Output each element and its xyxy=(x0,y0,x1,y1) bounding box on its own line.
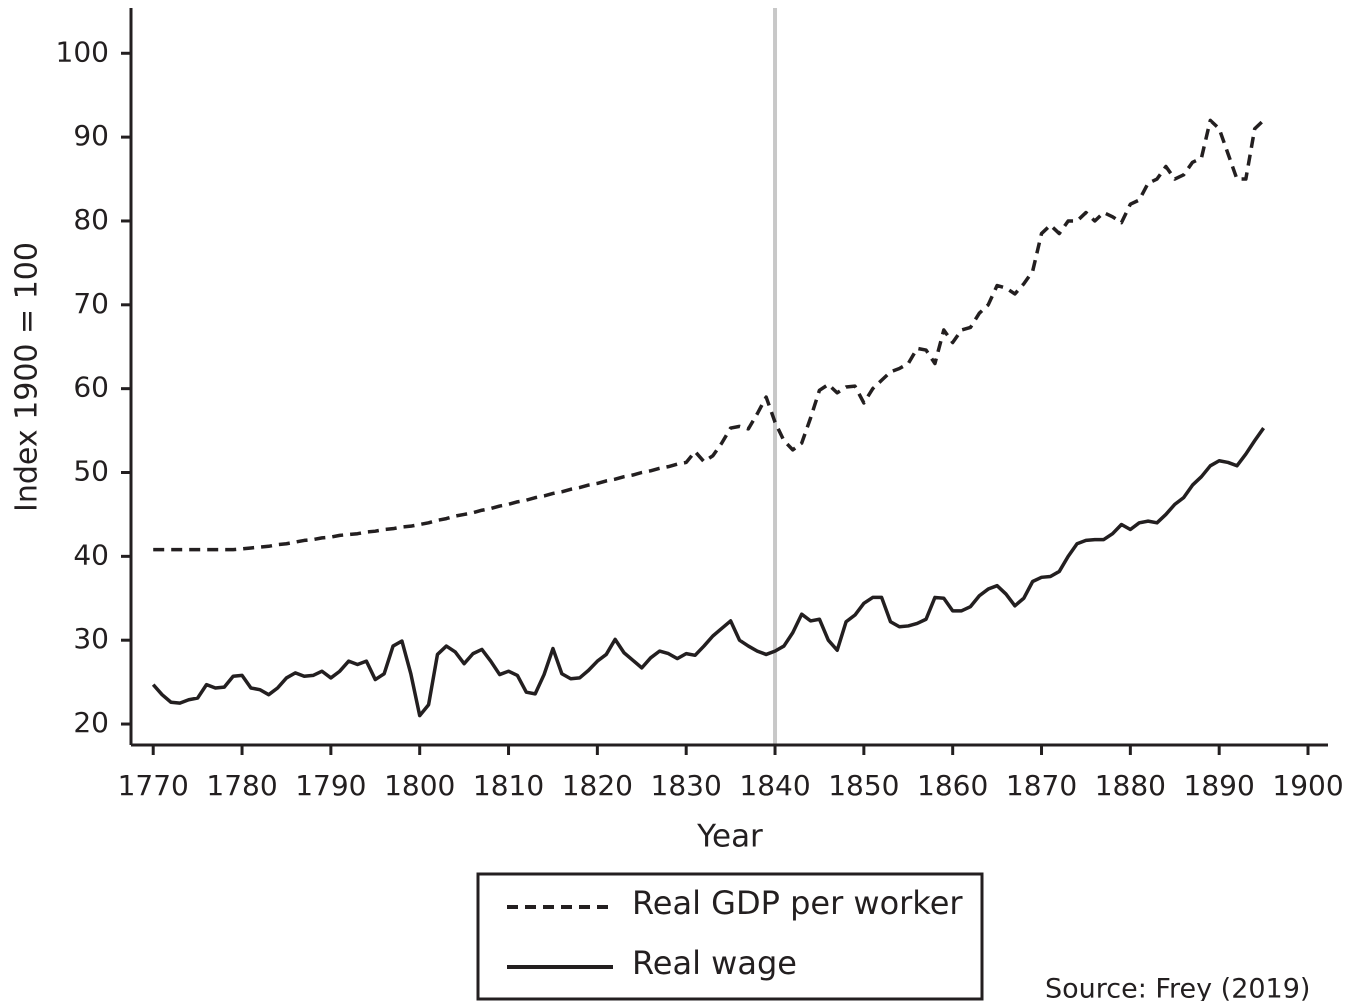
series-line xyxy=(153,118,1265,552)
x-tick-label: 1840 xyxy=(739,769,810,802)
legend-label: Real wage xyxy=(632,944,797,982)
y-tick-label: 80 xyxy=(73,203,109,236)
x-axis-label: Year xyxy=(696,819,763,855)
y-tick-label: 70 xyxy=(73,287,109,320)
x-tick-label: 1880 xyxy=(1095,769,1166,802)
y-tick-label: 40 xyxy=(73,538,109,571)
x-tick-label: 1830 xyxy=(651,769,722,802)
x-tick-label: 1800 xyxy=(384,769,455,802)
x-tick-label: 1780 xyxy=(206,769,277,802)
y-axis-label: Index 1900 = 100 xyxy=(10,242,45,512)
y-tick-label: 20 xyxy=(73,706,109,739)
x-tick-label: 1850 xyxy=(828,769,899,802)
x-tick-label: 1820 xyxy=(562,769,633,802)
x-tick-label: 1870 xyxy=(1006,769,1077,802)
y-tick-label: 90 xyxy=(73,119,109,152)
x-tick-label: 1890 xyxy=(1184,769,1255,802)
series-line xyxy=(151,427,1266,718)
legend-box xyxy=(476,872,984,1001)
x-tick-label: 1860 xyxy=(917,769,988,802)
y-tick-label: 100 xyxy=(56,35,109,68)
x-tick-label: 1810 xyxy=(473,769,544,802)
x-tick-label: 1770 xyxy=(118,769,189,802)
y-tick-label: 30 xyxy=(73,622,109,655)
x-tick-label: 1900 xyxy=(1272,769,1343,802)
source-note: Source: Frey (2019) xyxy=(1045,974,1310,1001)
y-tick-label: 50 xyxy=(73,455,109,488)
legend-label: Real GDP per worker xyxy=(632,884,963,922)
x-tick-label: 1790 xyxy=(295,769,366,802)
y-tick-label: 60 xyxy=(73,371,109,404)
